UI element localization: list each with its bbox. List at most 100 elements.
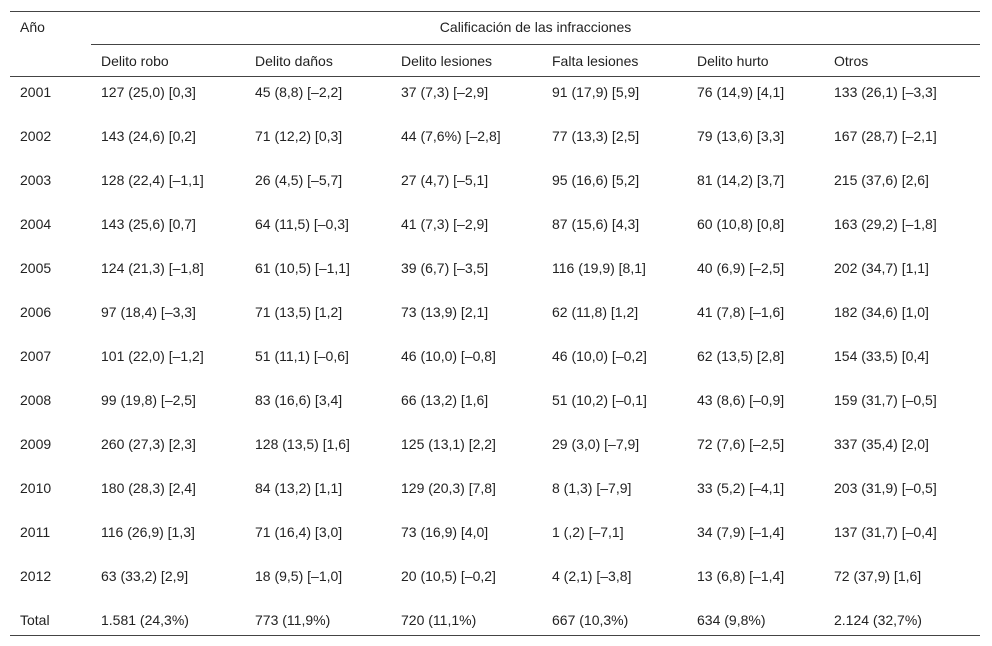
data-cell: 137 (31,7) [–0,4]: [834, 524, 937, 540]
column-header: Falta lesiones: [552, 53, 639, 69]
data-cell: 159 (31,7) [–0,5]: [834, 392, 937, 408]
table-row: 2003 128 (22,4) [–1,1] 26 (4,5) [–5,7] 27 (…: [10, 165, 980, 209]
data-cell: 202 (34,7) [1,1]: [834, 260, 929, 276]
data-cell: 133 (26,1) [–3,3]: [834, 84, 937, 100]
table-row: 2004 143 (25,6) [0,7] 64 (11,5) [–0,3] 41 (…: [10, 209, 980, 253]
data-cell: 125 (13,1) [2,2]: [401, 436, 496, 452]
table-row: 2002 143 (24,6) [0,2] 71 (12,2) [0,3] 44 (7…: [10, 121, 980, 165]
data-cell: 182 (34,6) [1,0]: [834, 304, 929, 320]
data-cell: 43 (8,6) [–0,9]: [697, 392, 785, 408]
year-cell: 2008: [20, 392, 52, 408]
data-cell: 73 (16,9) [4,0]: [401, 524, 489, 540]
year-cell: 2010: [20, 480, 52, 496]
data-cell: 46 (10,0) [–0,8]: [401, 348, 496, 364]
data-cell: 127 (25,0) [0,3]: [101, 84, 196, 100]
column-header: Delito hurto: [697, 53, 769, 69]
data-cell: 180 (28,3) [2,4]: [101, 480, 196, 496]
group-header: Calificación de las infracciones: [91, 11, 981, 45]
table-row: 2012 63 (33,2) [2,9] 18 (9,5) [–1,0] 20 (10…: [10, 561, 980, 605]
table-row: 2010 180 (28,3) [2,4] 84 (13,2) [1,1] 129 (…: [10, 473, 980, 517]
header-row: Delito robo Delito daños Delito lesiones Fa…: [10, 45, 981, 77]
data-cell: 260 (27,3) [2,3]: [101, 436, 196, 452]
data-cell: 44 (7,6%) [–2,8]: [401, 128, 501, 144]
table-row: 2007 101 (22,0) [–1,2] 51 (11,1) [–0,6] 46 …: [10, 341, 980, 385]
table-row: 2005 124 (21,3) [–1,8] 61 (10,5) [–1,1] 39 …: [10, 253, 980, 297]
data-cell: 167 (28,7) [–2,1]: [834, 128, 937, 144]
data-cell: 41 (7,8) [–1,6]: [697, 304, 785, 320]
data-cell: 20 (10,5) [–0,2]: [401, 568, 496, 584]
data-cell: 51 (10,2) [–0,1]: [552, 392, 647, 408]
data-cell: 163 (29,2) [–1,8]: [834, 216, 937, 232]
data-cell: 72 (37,9) [1,6]: [834, 568, 922, 584]
data-cell: 128 (13,5) [1,6]: [255, 436, 350, 452]
table-row: 2011 116 (26,9) [1,3] 71 (16,4) [3,0] 73 (1…: [10, 517, 980, 561]
year-cell: 2001: [20, 84, 52, 100]
data-cell: 215 (37,6) [2,6]: [834, 172, 929, 188]
data-cell: 37 (7,3) [–2,9]: [401, 84, 489, 100]
data-cell: 18 (9,5) [–1,0]: [255, 568, 343, 584]
data-cell: 99 (19,8) [–2,5]: [101, 392, 196, 408]
data-cell: 87 (15,6) [4,3]: [552, 216, 640, 232]
column-header: Delito lesiones: [401, 53, 493, 69]
data-cell: 337 (35,4) [2,0]: [834, 436, 929, 452]
data-cell: 45 (8,8) [–2,2]: [255, 84, 343, 100]
data-cell: 71 (16,4) [3,0]: [255, 524, 343, 540]
column-header: Delito daños: [255, 53, 333, 69]
data-cell: 72 (7,6) [–2,5]: [697, 436, 785, 452]
table-row: 2006 97 (18,4) [–3,3] 71 (13,5) [1,2] 73 (1…: [10, 297, 980, 341]
year-cell: 2012: [20, 568, 52, 584]
column-header: Delito robo: [101, 53, 169, 69]
data-cell: 773 (11,9%): [255, 612, 331, 628]
data-cell: 4 (2,1) [–3,8]: [552, 568, 632, 584]
year-cell: 2003: [20, 172, 52, 188]
data-cell: 1.581 (24,3%): [101, 612, 189, 628]
data-cell: 116 (19,9) [8,1]: [552, 260, 646, 276]
data-cell: 33 (5,2) [–4,1]: [697, 480, 785, 496]
year-cell: 2011: [20, 524, 51, 540]
data-cell: 71 (12,2) [0,3]: [255, 128, 343, 144]
data-cell: 79 (13,6) [3,3]: [697, 128, 785, 144]
data-cell: 203 (31,9) [–0,5]: [834, 480, 937, 496]
table-row: 2001 127 (25,0) [0,3] 45 (8,8) [–2,2] 37 (7…: [10, 77, 980, 122]
data-cell: 143 (25,6) [0,7]: [101, 216, 196, 232]
table-row: Total 1.581 (24,3%) 773 (11,9%) 720 (11,1%)…: [10, 605, 981, 636]
data-cell: 128 (22,4) [–1,1]: [101, 172, 204, 188]
data-cell: 13 (6,8) [–1,4]: [697, 568, 785, 584]
data-cell: 95 (16,6) [5,2]: [552, 172, 640, 188]
data-cell: 77 (13,3) [2,5]: [552, 128, 640, 144]
data-cell: 154 (33,5) [0,4]: [834, 348, 929, 364]
year-cell: 2009: [20, 436, 52, 452]
data-cell: 29 (3,0) [–7,9]: [552, 436, 640, 452]
header-row: Año Calificación de las infracciones: [10, 11, 981, 45]
data-cell: 73 (13,9) [2,1]: [401, 304, 489, 320]
data-cell: 34 (7,9) [–1,4]: [697, 524, 785, 540]
data-cell: 63 (33,2) [2,9]: [101, 568, 189, 584]
data-cell: 62 (13,5) [2,8]: [697, 348, 785, 364]
data-cell: 143 (24,6) [0,2]: [101, 128, 196, 144]
data-cell: 101 (22,0) [–1,2]: [101, 348, 204, 364]
year-cell: 2002: [20, 128, 52, 144]
table-row: 2009 260 (27,3) [2,3] 128 (13,5) [1,6] 125 …: [10, 429, 980, 473]
data-cell: 51 (11,1) [–0,6]: [255, 348, 349, 364]
data-cell: 76 (14,9) [4,1]: [697, 84, 785, 100]
data-cell: 81 (14,2) [3,7]: [697, 172, 785, 188]
data-cell: 64 (11,5) [–0,3]: [255, 216, 349, 232]
year-cell: 2006: [20, 304, 52, 320]
data-cell: 61 (10,5) [–1,1]: [255, 260, 350, 276]
data-cell: 1 (,2) [–7,1]: [552, 524, 624, 540]
data-cell: 83 (16,6) [3,4]: [255, 392, 343, 408]
year-header: Año: [20, 19, 45, 35]
data-cell: 84 (13,2) [1,1]: [255, 480, 343, 496]
data-cell: 129 (20,3) [7,8]: [401, 480, 496, 496]
table-body: 2001 127 (25,0) [0,3] 45 (8,8) [–2,2] 37 (7…: [10, 77, 981, 636]
data-cell: 71 (13,5) [1,2]: [255, 304, 343, 320]
data-table: Año Calificación de las infracciones Del…: [10, 11, 981, 636]
data-cell: 634 (9,8%): [697, 612, 766, 628]
data-cell: 41 (7,3) [–2,9]: [401, 216, 489, 232]
data-cell: 62 (11,8) [1,2]: [552, 304, 639, 320]
data-cell: 66 (13,2) [1,6]: [401, 392, 489, 408]
data-cell: 97 (18,4) [–3,3]: [101, 304, 196, 320]
data-cell: 2.124 (32,7%): [834, 612, 922, 628]
year-cell: Total: [20, 612, 50, 628]
